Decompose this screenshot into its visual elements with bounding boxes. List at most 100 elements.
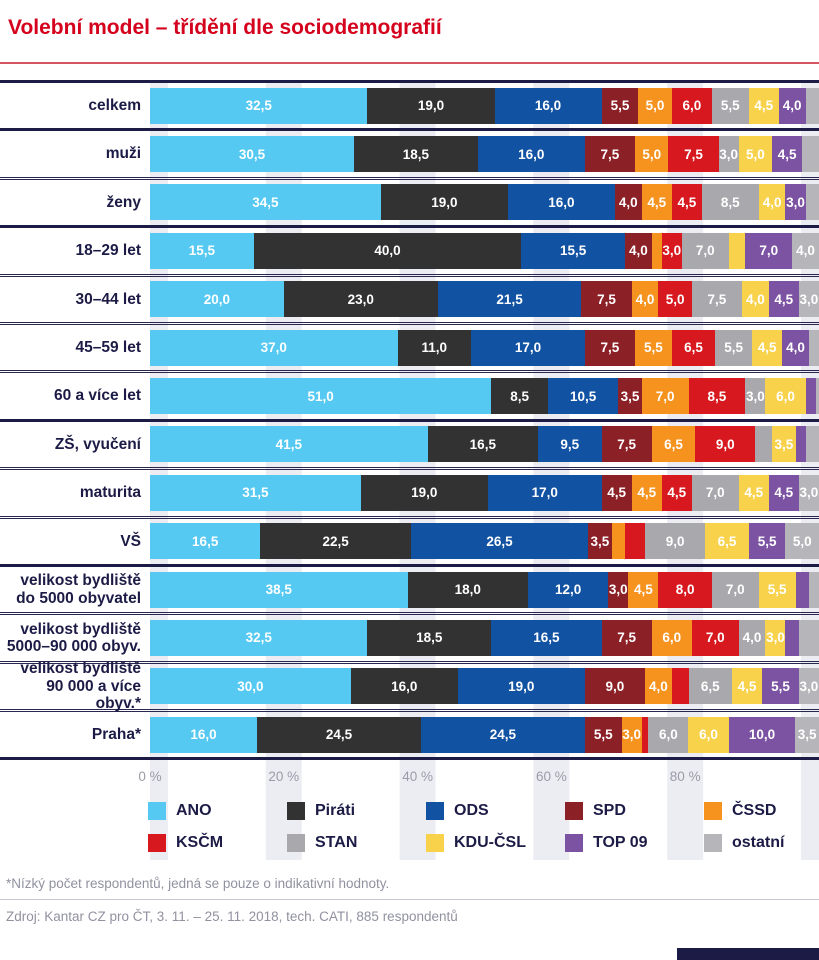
bar-segment-ano: 34,5 — [150, 184, 381, 221]
segment-value: 6,0 — [659, 727, 678, 743]
bar-row: 60 a více let 51,0 8,5 10,5 3,5 7,0 8,5 3,0 6,0 — [0, 373, 819, 422]
segment-value: 17,0 — [514, 340, 542, 356]
bar-segment-kdu-csl: 6,0 — [765, 378, 806, 415]
segment-value: 4,5 — [777, 146, 797, 162]
bar-segment-top-09: 10,0 — [728, 716, 796, 753]
segment-value: 7,0 — [705, 630, 725, 646]
row-label: velikost bydliště do 5000 obyvatel — [16, 572, 141, 607]
row-label: 30–44 let — [75, 290, 142, 308]
stacked-bar: 30,5 18,5 16,0 7,5 5,0 7,5 3,0 5,0 4,5 — [150, 136, 819, 173]
bar-segment-ano: 31,5 — [150, 474, 361, 511]
segment-value: 16,5 — [469, 436, 496, 452]
x-axis: 0 % 20 % 40 % 60 % 80 % — [138, 760, 819, 794]
legend-label: TOP 09 — [593, 834, 648, 852]
bar-rows: celkem 32,5 19,0 16,0 5,5 5,0 6,0 5,5 4,5 4,0 muži… — [0, 83, 819, 761]
bar-segment-cssd: 7,0 — [641, 378, 689, 415]
bar-segment-ano: 15,5 — [150, 232, 254, 269]
segment-value: 40,0 — [374, 243, 401, 259]
segment-value: 5,5 — [643, 340, 663, 356]
bar-segment-pirati: 19,0 — [367, 87, 495, 124]
axis-tick: 80 % — [669, 769, 701, 785]
bar-segment-top-09 — [805, 378, 816, 415]
bar-segment-ods: 26,5 — [410, 523, 589, 560]
bar-segment-ods: 9,5 — [538, 426, 602, 463]
bar-segment-top-09: 4,5 — [772, 136, 803, 173]
segment-value: 4,0 — [786, 340, 805, 356]
segment-value: 7,5 — [597, 291, 616, 307]
stacked-bar: 34,5 19,0 16,0 4,0 4,5 4,5 8,5 4,0 3,0 — [150, 184, 819, 221]
page-title: Volební model – třídění dle sociodemogra… — [8, 16, 442, 39]
row-label: ZŠ, vyučení — [54, 435, 141, 453]
segment-value: 6,0 — [776, 388, 795, 404]
segment-value: 3,0 — [622, 727, 642, 743]
bar-segment-kscm: 8,0 — [658, 571, 712, 608]
bar-segment-kscm: 5,0 — [658, 281, 692, 318]
stacked-bar: 31,5 19,0 17,0 4,5 4,5 4,5 7,0 4,5 4,5 3,0 — [150, 474, 819, 511]
bar-segment-top-09: 5,5 — [748, 523, 786, 560]
bar-segment-pirati: 18,0 — [407, 571, 528, 608]
bar-row: maturita 31,5 19,0 17,0 4,5 4,5 4,5 7,0 4,5 4,5 3,… — [0, 470, 819, 519]
bar-segment-cssd — [611, 523, 625, 560]
segment-value: 4,5 — [774, 291, 794, 307]
segment-value: 4,0 — [649, 678, 668, 694]
segment-value: 4,5 — [633, 582, 653, 598]
bar-segment-stan — [755, 426, 773, 463]
legend-swatch-spd — [565, 802, 583, 821]
segment-value: 19,0 — [411, 485, 438, 501]
legend-label: KSČM — [176, 834, 224, 852]
legend-label: ČSSD — [732, 802, 777, 820]
bar-segment-stan: 7,5 — [691, 281, 743, 318]
stacked-bar: 30,0 16,0 19,0 9,0 4,0 6,5 4,5 5,5 3,0 — [150, 668, 819, 705]
row-label: 60 a více let — [53, 387, 141, 405]
legend-swatch-top-09 — [565, 834, 583, 853]
segment-value: 15,5 — [188, 243, 215, 259]
bar-row: velikost bydliště 90 000 a více obyv.* 30,… — [0, 660, 819, 713]
bar-segment-kdu-csl: 6,5 — [705, 523, 749, 560]
segment-value: 7,5 — [617, 630, 637, 646]
bar-segment-kdu-csl: 4,5 — [738, 474, 769, 511]
segment-value: 6,5 — [684, 340, 703, 356]
axis-tick: 20 % — [268, 769, 300, 785]
legend-swatch-pirati — [287, 802, 305, 821]
bar-segment-kscm: 3,0 — [661, 232, 682, 269]
stacked-bar: 41,5 16,5 9,5 7,5 6,5 9,0 3,5 — [150, 426, 819, 463]
bar-segment-top-09: 4,0 — [778, 87, 806, 124]
bar-segment-ods: 17,0 — [487, 474, 602, 511]
segment-value: 16,5 — [533, 630, 560, 646]
bar-segment-cssd: 5,0 — [634, 136, 669, 173]
legend-swatch-cssd — [704, 802, 722, 821]
segment-value: 5,5 — [767, 582, 787, 598]
bar-segment-ostatni: 3,5 — [795, 716, 819, 753]
bar-segment-spd: 3,5 — [618, 378, 642, 415]
bar-segment-stan: 3,0 — [718, 136, 739, 173]
bar-segment-kscm: 6,0 — [671, 87, 712, 124]
segment-value: 11,0 — [421, 340, 448, 356]
segment-value: 18,0 — [454, 582, 481, 598]
bar-segment-ano: 37,0 — [150, 329, 398, 366]
segment-value: 51,0 — [307, 388, 334, 404]
bar-segment-stan: 5,5 — [715, 329, 753, 366]
segment-value: 4,0 — [782, 98, 802, 114]
segment-value: 9,0 — [715, 436, 735, 452]
segment-value: 24,5 — [489, 727, 516, 743]
bar-segment-ostatni — [805, 184, 819, 221]
legend-label: ANO — [176, 802, 212, 820]
stacked-bar: 32,5 18,5 16,5 7,5 6,0 7,0 4,0 3,0 — [150, 619, 819, 656]
legend-item-ostatni: ostatní — [704, 834, 819, 853]
bar-row: 45–59 let 37,0 11,0 17,0 7,5 5,5 6,5 5,5 4,5 4,0 — [0, 325, 819, 374]
segment-value: 9,5 — [560, 436, 580, 452]
bar-segment-cssd: 4,0 — [645, 668, 672, 705]
bar-segment-ostatni — [808, 329, 819, 366]
bar-segment-kdu-csl: 3,0 — [765, 619, 786, 656]
bar-segment-ods: 10,5 — [548, 378, 619, 415]
bar-segment-spd: 4,0 — [624, 232, 652, 269]
bar-segment-stan: 7,0 — [681, 232, 729, 269]
bar-segment-spd: 4,0 — [614, 184, 642, 221]
title-divider — [0, 62, 819, 64]
legend-swatch-kscm — [148, 834, 166, 853]
segment-value: 3,0 — [799, 678, 819, 694]
segment-value: 41,5 — [275, 436, 302, 452]
bar-segment-stan: 6,5 — [688, 668, 732, 705]
legend-label: STAN — [315, 834, 358, 852]
bar-row: 18–29 let 15,5 40,0 15,5 4,0 3,0 7,0 7,0 4,0 — [0, 228, 819, 277]
